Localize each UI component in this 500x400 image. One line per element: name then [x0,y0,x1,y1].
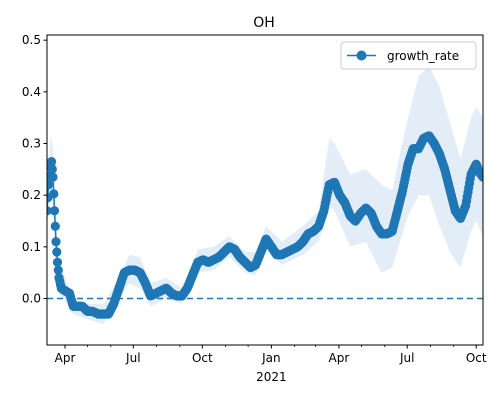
x-tick-label: Apr [55,351,76,365]
data-point [47,164,57,174]
x-tick-label: Oct [192,351,213,365]
chart-title: OH [253,15,275,31]
y-tick-label: 0.1 [22,240,41,254]
x-tick-label: Oct [466,351,487,365]
y-tick-label: 0.2 [22,188,41,202]
data-point [47,157,57,167]
data-point [478,172,483,182]
data-point [47,206,52,216]
x-axis: Apr Jul Oct Jan 2021 Apr Jul Oct [55,345,487,384]
x-tick-label: Apr [329,351,350,365]
y-axis: 0.0 0.1 0.2 0.3 0.4 0.5 [22,33,47,306]
data-point [49,189,59,199]
y-tick-label: 0.3 [22,137,41,151]
x-tick-label: Jul [399,351,414,365]
data-point [51,237,61,247]
data-point [53,265,63,275]
confidence-band-layer [47,66,483,325]
data-point [49,206,60,216]
data-point [50,221,60,231]
legend-box [340,41,477,70]
data-point [48,172,58,182]
plot-frame [46,34,484,346]
data-point [52,247,62,257]
data-point [47,180,54,190]
confidence-band [47,66,483,325]
y-tick-label: 0.4 [22,85,41,99]
y-tick-label: 0.5 [22,33,41,47]
legend-dot-marker [356,50,367,61]
x-tick-year-label: 2021 [256,370,287,384]
data-point [52,257,63,267]
series-layer [47,131,483,319]
x-tick-label: Jan [261,351,281,365]
legend-label: growth_rate [387,49,459,63]
x-tick-label: Jul [125,351,140,365]
y-tick-label: 0.0 [22,292,41,306]
legend: growth_rate [340,41,477,70]
